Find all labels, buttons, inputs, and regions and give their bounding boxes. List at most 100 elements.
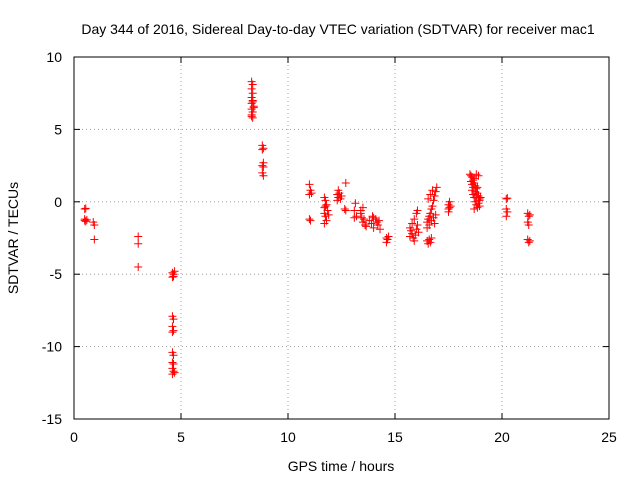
- data-point: [430, 192, 439, 201]
- data-point: [431, 187, 440, 196]
- data-point: [427, 234, 436, 242]
- data-point: [259, 171, 268, 180]
- data-point: [352, 212, 361, 221]
- data-point: [524, 220, 533, 229]
- data-point: [169, 272, 178, 281]
- data-point: [81, 217, 90, 226]
- data-point: [429, 196, 438, 205]
- data-point: [321, 212, 330, 221]
- data-point: [361, 220, 370, 229]
- data-point: [524, 212, 533, 221]
- data-point: [81, 204, 90, 213]
- data-point: [249, 103, 258, 112]
- data-point: [472, 192, 481, 201]
- data-point: [170, 368, 179, 377]
- data-point: [524, 238, 533, 247]
- data-point: [82, 215, 91, 224]
- data-point: [384, 232, 393, 241]
- data-point: [474, 171, 483, 180]
- data-point: [350, 213, 359, 222]
- x-tick-label: 15: [387, 429, 403, 445]
- data-point: [248, 80, 257, 89]
- data-point: [369, 213, 378, 222]
- data-point: [351, 199, 360, 208]
- x-tick-label: 25: [601, 429, 617, 445]
- y-tick-label: -10: [42, 339, 62, 355]
- data-point: [80, 216, 89, 225]
- data-point: [405, 232, 414, 241]
- data-point: [320, 219, 329, 228]
- data-point: [168, 328, 177, 337]
- data-point: [259, 163, 268, 172]
- data-point: [502, 194, 511, 203]
- data-point: [408, 219, 417, 228]
- data-point: [258, 161, 267, 170]
- data-point: [134, 232, 143, 241]
- data-point: [382, 238, 391, 247]
- data-point: [413, 220, 422, 229]
- data-point: [333, 196, 342, 205]
- axis-ticks: 0 5 10 15 20 25 -15 -10 -5 0 5 10: [42, 49, 617, 445]
- data-point: [444, 207, 453, 216]
- data-point: [430, 219, 439, 228]
- data-point: [247, 112, 256, 121]
- y-tick-label: 10: [46, 49, 62, 65]
- data-point: [321, 202, 330, 211]
- data-point: [367, 219, 376, 228]
- data-point: [169, 351, 178, 360]
- data-point: [358, 203, 367, 212]
- x-axis-label: GPS time / hours: [288, 458, 395, 474]
- data-point: [168, 370, 177, 379]
- x-tick-label: 20: [494, 429, 510, 445]
- data-point: [410, 236, 419, 245]
- x-tick-label: 0: [70, 429, 78, 445]
- data-point: [169, 359, 178, 368]
- data-point: [410, 215, 419, 224]
- data-point: [305, 180, 314, 189]
- data-point: [258, 145, 267, 154]
- data-point: [169, 326, 178, 335]
- data-point: [466, 177, 475, 186]
- data-point: [446, 202, 455, 211]
- data-point: [259, 144, 268, 153]
- plot-frame: [73, 56, 610, 420]
- data-point: [341, 206, 350, 215]
- data-point: [470, 205, 479, 214]
- data-point: [305, 215, 314, 224]
- data-point: [341, 178, 350, 187]
- data-point: [473, 203, 482, 212]
- data-point: [359, 215, 368, 224]
- data-point: [426, 238, 435, 247]
- data-point: [372, 218, 381, 227]
- data-point: [248, 89, 257, 98]
- data-point: [525, 236, 534, 245]
- data-point: [340, 205, 349, 214]
- data-point: [248, 97, 257, 106]
- data-point: [90, 235, 99, 244]
- data-point: [428, 202, 437, 211]
- x-tick-label: 10: [280, 429, 296, 445]
- data-point: [362, 222, 371, 231]
- data-point: [305, 190, 314, 199]
- y-tick-label: 5: [54, 121, 62, 137]
- data-point: [414, 228, 423, 237]
- data-point: [374, 216, 383, 225]
- data-point: [503, 194, 512, 203]
- data-point: [80, 205, 89, 214]
- data-point: [432, 183, 441, 192]
- data-point: [369, 223, 378, 232]
- data-point: [503, 207, 512, 216]
- data-point: [425, 220, 434, 229]
- data-point: [471, 187, 480, 196]
- data-point: [424, 194, 433, 203]
- data-point: [475, 202, 484, 211]
- data-point: [168, 273, 177, 282]
- data-point: [476, 193, 485, 202]
- data-point: [431, 210, 440, 219]
- data-point: [357, 213, 366, 222]
- y-tick-label: 0: [54, 194, 62, 210]
- data-point: [134, 239, 143, 248]
- data-point: [428, 186, 437, 195]
